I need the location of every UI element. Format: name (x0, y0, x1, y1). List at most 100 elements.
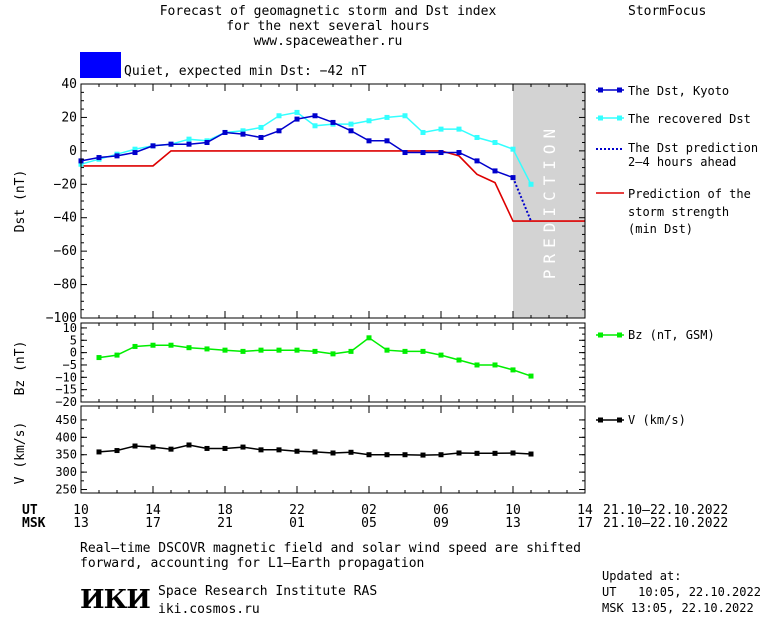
y-tick-label: −15 (55, 383, 77, 397)
brand-label: StormFocus (628, 4, 707, 19)
ut-tick-label: 14 (145, 503, 161, 518)
chart-legend: The Dst, Kyoto The recovered Dst The Dst p… (596, 84, 758, 427)
bz-point (330, 351, 336, 357)
bz-point (510, 367, 516, 373)
bz-point (186, 345, 192, 351)
dst-kyoto-point (384, 138, 390, 144)
y-tick-label: 250 (55, 483, 77, 497)
solar-wind-speed-point (384, 452, 390, 458)
solar-wind-speed-point (420, 452, 426, 458)
iki-logo: ИКИ (80, 585, 151, 615)
msk-tick-label: 09 (433, 516, 449, 531)
solar-wind-speed-point (294, 448, 300, 454)
dst-kyoto-point (150, 143, 156, 149)
dst-kyoto-point (96, 155, 102, 161)
solar-wind-speed-point (114, 448, 120, 454)
y-tick-label: 10 (63, 321, 77, 335)
legend-dst-kyoto-marker (617, 87, 622, 93)
prediction-zone-label: PREDICTION (540, 123, 559, 279)
recovered-dst-point (348, 121, 354, 127)
panel-frame (80, 322, 586, 403)
recovered-dst-point (186, 136, 192, 142)
y-axis-label: V (km/s) (13, 422, 28, 485)
bz-point (114, 352, 120, 358)
y-tick-label: 400 (55, 430, 77, 444)
title-line-3: www.spaceweather.ru (253, 34, 403, 49)
msk-tick-label: 21 (217, 516, 233, 531)
footer-note-line-1: Real–time DSCOVR magnetic field and sola… (80, 541, 581, 556)
footer-note-line-2: forward, accounting for L1–Earth propaga… (80, 556, 425, 571)
msk-tick-label: 13 (505, 516, 521, 531)
bz-point (456, 357, 462, 363)
recovered-dst-point (384, 114, 390, 120)
bz-line (98, 336, 532, 377)
recovered-dst-point (402, 113, 408, 119)
msk-tick-label: 01 (289, 516, 305, 531)
legend-bz-marker (617, 332, 622, 338)
solar-wind-speed-point (438, 452, 444, 458)
dst-kyoto-point (276, 128, 282, 134)
recovered-dst-point (474, 134, 480, 140)
y-tick-label: −5 (63, 358, 77, 372)
bz-point (96, 355, 102, 361)
solar-wind-speed-point (132, 443, 138, 449)
bz-point (528, 373, 534, 379)
ut-tick-label: 18 (217, 503, 233, 518)
solar-wind-speed-point (222, 445, 228, 451)
legend-recovered-marker (617, 115, 622, 121)
solar-wind-speed-point (240, 444, 246, 450)
institute-site[interactable]: iki.cosmos.ru (158, 602, 260, 617)
bz-point (366, 335, 372, 341)
bz-point (276, 347, 282, 353)
dst-kyoto-point (294, 116, 300, 122)
recovered-dst-point (492, 140, 498, 145)
msk-date-range: 21.10–22.10.2022 (603, 516, 728, 531)
solar-wind-speed-point (312, 449, 318, 455)
y-tick-label: −10 (55, 370, 77, 384)
legend-speed-marker (598, 417, 603, 423)
bz-point (240, 348, 246, 354)
y-axis-label: Dst (nT) (13, 170, 28, 233)
msk-label: MSK (22, 516, 46, 531)
status-text: Quiet, expected min Dst: −42 nT (124, 64, 367, 79)
chart-title: Forecast of geomagnetic storm and Dst in… (78, 4, 578, 49)
solar-wind-speed-point (204, 445, 210, 451)
y-axis-label: Bz (nT) (13, 341, 28, 396)
solar-wind-speed-point (330, 450, 336, 456)
legend-speed-marker (617, 417, 622, 423)
solar-wind-speed-point (528, 451, 534, 457)
recovered-dst-point (456, 126, 462, 132)
solar-wind-speed-point (276, 447, 282, 453)
recovered-dst-point (240, 128, 246, 134)
ut-tick-label: 10 (73, 503, 89, 518)
updated-label: Updated at: (602, 569, 682, 583)
solar-wind-speed-point (186, 442, 192, 448)
solar-wind-speed-point (168, 446, 174, 452)
legend-speed-label: V (km/s) (628, 413, 686, 427)
solar-wind-speed-point (474, 450, 480, 456)
solar-wind-speed-point (150, 444, 156, 450)
legend-recovered-marker (598, 115, 603, 121)
dst-kyoto-point (348, 128, 354, 134)
ut-tick-label: 22 (289, 503, 305, 518)
recovered-dst-point (528, 181, 534, 187)
updated-ut: UT 10:05, 22.10.2022 (602, 585, 760, 599)
msk-tick-label: 17 (145, 516, 161, 531)
updated-msk: MSK 13:05, 22.10.2022 (602, 601, 754, 615)
dst-kyoto-point (168, 141, 174, 147)
ut-tick-label: 10 (505, 503, 521, 518)
recovered-dst-point (366, 118, 372, 124)
y-tick-label: −40 (54, 211, 77, 226)
solar-wind-speed-point (348, 449, 354, 455)
recovered-dst-point (312, 123, 318, 129)
bz-point (168, 342, 174, 348)
y-tick-label: 0 (70, 346, 77, 360)
dst-kyoto-point (456, 150, 462, 156)
recovered-dst-point (420, 129, 426, 135)
recovered-dst-point (276, 113, 282, 119)
prediction-zone: PREDICTION (513, 84, 585, 318)
dst-kyoto-point (366, 138, 372, 144)
bz-point (132, 343, 138, 349)
y-tick-label: −100 (46, 311, 77, 326)
solar-wind-speed-point (366, 452, 372, 458)
